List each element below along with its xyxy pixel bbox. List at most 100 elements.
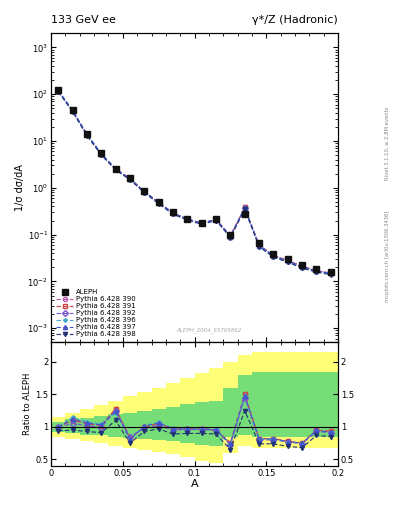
Pythia 6.428 390: [329, 270, 333, 276]
Line: Pythia 6.428 398: Pythia 6.428 398: [56, 90, 333, 277]
ALEPH: [199, 220, 204, 226]
Pythia 6.428 396: [199, 220, 204, 226]
ALEPH: [128, 175, 132, 181]
ALEPH: [314, 266, 319, 272]
ALEPH: [214, 216, 219, 222]
Pythia 6.428 398: [142, 189, 147, 196]
Pythia 6.428 392: [242, 205, 247, 211]
Text: ALEPH_2004_S5765862: ALEPH_2004_S5765862: [176, 327, 242, 333]
X-axis label: A: A: [191, 479, 198, 489]
Pythia 6.428 390: [214, 217, 219, 223]
Pythia 6.428 398: [285, 259, 290, 265]
Pythia 6.428 391: [113, 166, 118, 172]
Line: Pythia 6.428 391: Pythia 6.428 391: [56, 89, 333, 275]
Pythia 6.428 398: [171, 211, 175, 217]
Pythia 6.428 392: [199, 220, 204, 226]
Pythia 6.428 392: [84, 132, 89, 138]
Pythia 6.428 396: [242, 205, 247, 211]
ALEPH: [228, 231, 233, 238]
ALEPH: [329, 269, 333, 275]
Pythia 6.428 398: [113, 167, 118, 173]
Pythia 6.428 396: [99, 151, 104, 157]
ALEPH: [99, 150, 104, 156]
Pythia 6.428 391: [56, 88, 61, 94]
Line: ALEPH: ALEPH: [55, 88, 334, 274]
Pythia 6.428 396: [70, 108, 75, 114]
Pythia 6.428 396: [142, 189, 147, 195]
ALEPH: [142, 188, 147, 194]
Pythia 6.428 398: [128, 177, 132, 183]
Pythia 6.428 392: [185, 216, 190, 222]
Pythia 6.428 398: [271, 254, 276, 260]
ALEPH: [242, 210, 247, 217]
Pythia 6.428 390: [314, 268, 319, 274]
Pythia 6.428 391: [257, 242, 261, 248]
Pythia 6.428 397: [329, 270, 333, 276]
Pythia 6.428 397: [214, 217, 219, 223]
Pythia 6.428 397: [99, 151, 104, 157]
Pythia 6.428 397: [257, 242, 261, 248]
Pythia 6.428 398: [70, 109, 75, 115]
Pythia 6.428 397: [142, 188, 147, 195]
Pythia 6.428 390: [113, 166, 118, 172]
Pythia 6.428 396: [171, 210, 175, 217]
Pythia 6.428 390: [300, 263, 305, 269]
Pythia 6.428 392: [228, 233, 233, 240]
Pythia 6.428 398: [99, 152, 104, 158]
Pythia 6.428 392: [56, 88, 61, 94]
Pythia 6.428 390: [99, 151, 104, 157]
Pythia 6.428 391: [314, 268, 319, 274]
Pythia 6.428 390: [171, 210, 175, 216]
Pythia 6.428 396: [329, 271, 333, 277]
Pythia 6.428 392: [329, 270, 333, 276]
Pythia 6.428 391: [285, 258, 290, 264]
Pythia 6.428 398: [84, 133, 89, 139]
Pythia 6.428 391: [199, 220, 204, 226]
Pythia 6.428 392: [156, 200, 161, 206]
Pythia 6.428 397: [285, 258, 290, 264]
Pythia 6.428 391: [228, 232, 233, 239]
Pythia 6.428 397: [300, 264, 305, 270]
Pythia 6.428 397: [185, 216, 190, 222]
Pythia 6.428 391: [185, 216, 190, 222]
Pythia 6.428 392: [70, 108, 75, 114]
ALEPH: [156, 199, 161, 205]
Pythia 6.428 392: [142, 188, 147, 195]
Pythia 6.428 398: [156, 201, 161, 207]
Pythia 6.428 390: [199, 220, 204, 226]
Pythia 6.428 391: [99, 151, 104, 157]
Pythia 6.428 392: [271, 253, 276, 259]
Pythia 6.428 398: [185, 217, 190, 223]
Pythia 6.428 397: [242, 205, 247, 211]
ALEPH: [271, 251, 276, 258]
Pythia 6.428 398: [199, 221, 204, 227]
Pythia 6.428 398: [228, 234, 233, 241]
Pythia 6.428 391: [214, 217, 219, 223]
ALEPH: [185, 216, 190, 222]
Pythia 6.428 390: [185, 216, 190, 222]
Pythia 6.428 391: [84, 132, 89, 138]
Pythia 6.428 390: [142, 188, 147, 195]
Pythia 6.428 392: [113, 166, 118, 172]
Pythia 6.428 397: [228, 233, 233, 240]
Pythia 6.428 390: [156, 199, 161, 205]
Pythia 6.428 392: [257, 242, 261, 248]
Line: Pythia 6.428 392: Pythia 6.428 392: [56, 89, 333, 275]
Pythia 6.428 391: [242, 204, 247, 210]
ALEPH: [56, 88, 61, 94]
ALEPH: [300, 262, 305, 268]
Y-axis label: Ratio to ALEPH: Ratio to ALEPH: [24, 373, 32, 435]
Pythia 6.428 398: [329, 272, 333, 278]
Text: γ*/Z (Hadronic): γ*/Z (Hadronic): [252, 15, 338, 25]
ALEPH: [70, 108, 75, 114]
Pythia 6.428 390: [84, 132, 89, 138]
Text: 133 GeV ee: 133 GeV ee: [51, 15, 116, 25]
Pythia 6.428 397: [84, 131, 89, 137]
Pythia 6.428 392: [314, 268, 319, 274]
ALEPH: [113, 166, 118, 172]
Legend: ALEPH, Pythia 6.428 390, Pythia 6.428 391, Pythia 6.428 392, Pythia 6.428 396, P: ALEPH, Pythia 6.428 390, Pythia 6.428 39…: [55, 288, 137, 339]
Pythia 6.428 396: [271, 253, 276, 259]
Pythia 6.428 391: [329, 270, 333, 276]
Pythia 6.428 396: [156, 200, 161, 206]
Pythia 6.428 396: [300, 264, 305, 270]
